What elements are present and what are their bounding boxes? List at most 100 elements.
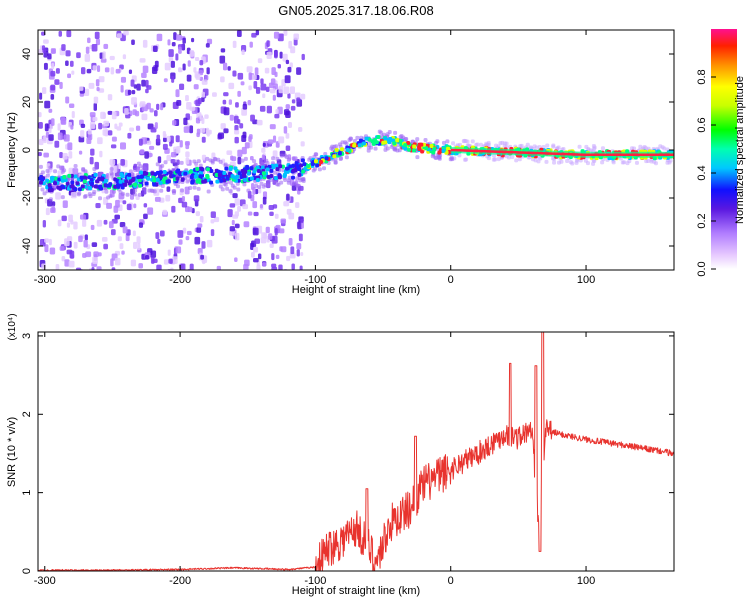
spectrogram-noise-cell xyxy=(248,85,252,91)
spectrogram-ridge-cell xyxy=(261,165,266,170)
spectrogram-noise-cell xyxy=(58,30,62,37)
spectrogram-noise-cell xyxy=(139,58,146,63)
spectrogram-ridge-cell xyxy=(103,178,108,183)
spectrogram-ridge-cell xyxy=(256,169,261,174)
spectrogram-noise-cell xyxy=(160,103,164,111)
spectrogram-noise-cell xyxy=(91,43,98,52)
spectrogram-halo-cell xyxy=(180,188,185,193)
spectrogram-noise-cell xyxy=(113,205,119,213)
spectrogram-ridge-cell xyxy=(168,170,173,175)
spectrogram-halo-cell xyxy=(196,186,201,191)
spectrogram-noise-cell xyxy=(173,32,177,41)
spectrogram-noise-cell xyxy=(136,236,141,244)
spectrogram-noise-cell xyxy=(201,136,206,143)
spectrogram-noise-cell xyxy=(82,219,87,227)
spectrogram-noise-cell xyxy=(232,214,239,219)
spectrogram-noise-cell xyxy=(95,38,101,46)
spectrogram-noise-cell xyxy=(250,251,255,258)
spectrogram-x-tick-label: 0 xyxy=(448,274,454,286)
spectrogram-noise-cell xyxy=(234,257,238,262)
spectrogram-halo-cell xyxy=(60,166,65,171)
spectrogram-noise-cell xyxy=(253,246,259,253)
spectrogram-noise-cell xyxy=(262,93,266,99)
spectrogram-halo-cell xyxy=(228,180,233,185)
spectrogram-noise-cell xyxy=(234,198,240,206)
spectrogram-y-tick-label: -20 xyxy=(21,190,33,206)
spectrogram-halo-cell xyxy=(265,161,270,166)
spectrogram-ridge-cell xyxy=(242,173,247,178)
spectrogram-ridge-cell xyxy=(67,173,72,178)
spectrogram-noise-cell xyxy=(162,209,168,215)
spectrogram-halo-cell xyxy=(259,181,264,186)
spectrogram-noise-cell xyxy=(150,250,157,258)
spectrogram-noise-cell xyxy=(179,83,185,90)
spectrogram-noise-cell xyxy=(186,230,192,236)
spectrogram-ridge-cell xyxy=(198,174,203,179)
spectrogram-noise-cell xyxy=(142,65,149,74)
spectrogram-noise-cell xyxy=(166,155,172,162)
spectrogram-ridge-cell xyxy=(115,183,120,188)
spectrogram-halo-cell xyxy=(206,189,211,194)
spectrogram-y-tick-label: -40 xyxy=(21,238,33,254)
spectrogram-ridge-cell xyxy=(252,169,257,174)
spectrogram-ridge-cell xyxy=(205,167,210,172)
spectrogram-halo-cell xyxy=(463,157,468,162)
spectrogram-ridge-cell xyxy=(140,174,145,179)
spectrogram-y-tick-label: 0 xyxy=(21,147,33,153)
spectrogram-noise-cell xyxy=(296,67,302,75)
spectrogram-noise-cell xyxy=(50,48,56,54)
spectrogram-noise-cell xyxy=(145,255,150,260)
spectrogram-noise-cell xyxy=(179,140,183,148)
spectrogram-x-tick-label: 100 xyxy=(577,274,595,286)
spectrogram-noise-cell xyxy=(116,33,122,39)
spectrogram-noise-cell xyxy=(98,122,103,130)
spectrogram-noise-cell xyxy=(172,120,177,126)
spectrogram-noise-cell xyxy=(223,92,229,97)
spectrogram-noise-cell xyxy=(41,45,46,51)
spectrogram-noise-cell xyxy=(242,131,247,139)
spectrogram-noise-cell xyxy=(143,213,148,220)
spectrogram-noise-cell xyxy=(98,252,102,257)
spectrogram-ridge-cell xyxy=(429,144,434,149)
spectrogram-noise-cell xyxy=(254,238,260,244)
spectrogram-noise-cell xyxy=(206,129,212,135)
spectrogram-noise-cell xyxy=(175,135,180,143)
spectrogram-halo-cell xyxy=(104,189,109,194)
colorbar-gradient xyxy=(711,29,737,269)
spectrogram-halo-cell xyxy=(279,180,284,185)
spectrogram-halo-cell xyxy=(223,182,228,187)
spectrogram-ridge-cell xyxy=(302,162,307,167)
spectrogram-halo-cell xyxy=(561,146,566,151)
spectrogram-noise-cell xyxy=(241,146,247,155)
spectrogram-noise-cell xyxy=(93,251,99,258)
spectrogram-halo-cell xyxy=(45,173,50,178)
spectrogram-ridge-cell xyxy=(155,177,160,182)
spectrogram-ridge-cell xyxy=(297,172,302,177)
spectrogram-noise-cell xyxy=(166,186,171,192)
spectrogram-x-tick-label: -300 xyxy=(34,274,56,286)
spectrogram-noise-cell xyxy=(278,264,283,270)
spectrogram-noise-cell xyxy=(175,89,180,98)
spectrogram-noise-cell xyxy=(92,116,98,122)
spectrogram-noise-cell xyxy=(92,256,98,265)
spectrogram-ridge-cell xyxy=(334,147,339,152)
spectrogram-halo-cell xyxy=(600,146,605,151)
spectrogram-ridge-cell xyxy=(357,143,362,148)
spectrogram-ridge-cell xyxy=(53,176,58,181)
spectrogram-ridge-cell xyxy=(47,188,52,193)
spectrogram-noise-cell xyxy=(70,124,74,130)
spectrogram-noise-cell xyxy=(141,72,147,78)
spectrogram-ridge-cell xyxy=(195,167,200,172)
spectrogram-noise-cell xyxy=(132,230,136,237)
spectrogram-noise-cell xyxy=(281,79,286,87)
spectrogram-noise-cell xyxy=(178,239,183,245)
spectrogram-halo-cell xyxy=(625,161,630,166)
spectrogram-halo-cell xyxy=(588,148,593,153)
spectrogram-halo-cell xyxy=(155,162,160,167)
spectrogram-ridge-cell xyxy=(73,174,78,179)
spectrogram-halo-cell xyxy=(533,158,538,163)
spectrogram-ridge-cell xyxy=(209,180,214,185)
spectrogram-noise-cell xyxy=(50,84,56,91)
spectrogram-noise-cell xyxy=(146,85,152,90)
spectrogram-ridge-cell xyxy=(291,175,296,180)
